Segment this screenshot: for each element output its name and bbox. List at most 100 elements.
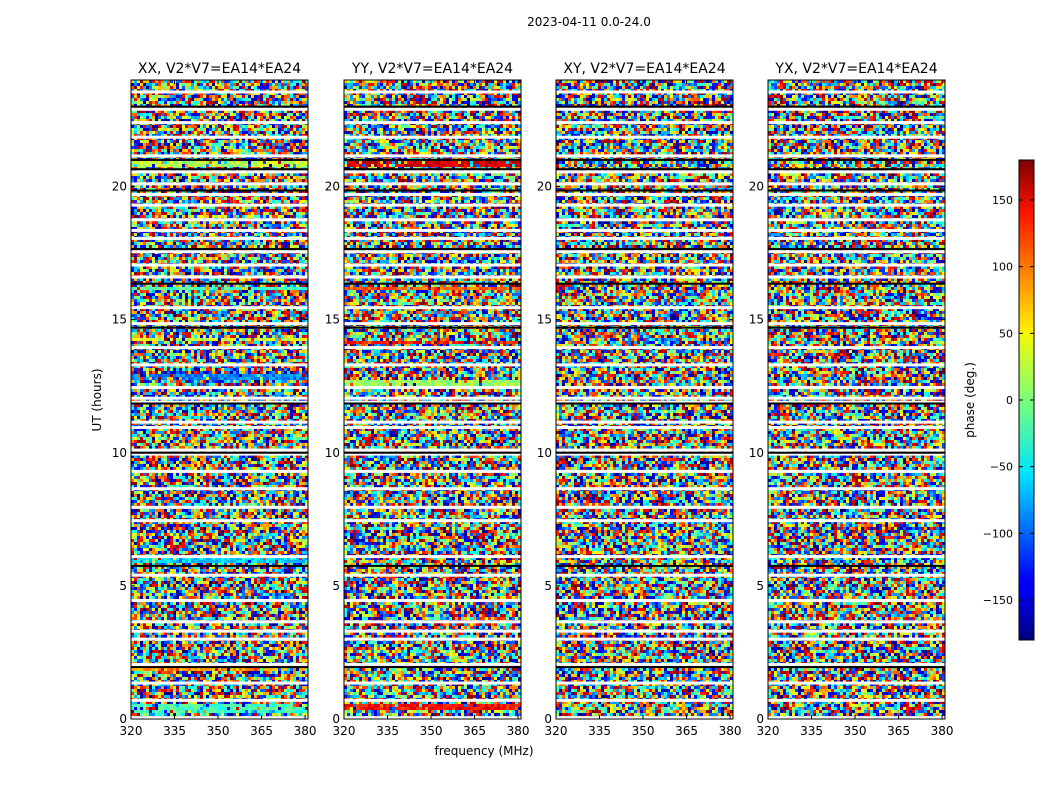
flag-gap bbox=[768, 154, 945, 157]
y-tick-label: 10 bbox=[325, 446, 340, 460]
x-tick-label: 365 bbox=[675, 724, 698, 738]
flag-gap bbox=[131, 519, 308, 522]
flag-gap bbox=[556, 363, 733, 366]
flag-line bbox=[344, 283, 521, 285]
flag-gap bbox=[344, 264, 521, 267]
panel-title: YY, V2*V7=EA14*EA24 bbox=[351, 61, 513, 77]
flag-gap bbox=[344, 397, 521, 400]
x-tick-label: 335 bbox=[800, 724, 823, 738]
flag-gap bbox=[768, 630, 945, 633]
flag-gap bbox=[344, 449, 521, 452]
flag-line bbox=[344, 666, 521, 668]
y-tick-label: 0 bbox=[119, 712, 127, 726]
colorbar-tick-label: −150 bbox=[983, 594, 1013, 607]
flag-line bbox=[131, 283, 308, 285]
flag-gap bbox=[344, 421, 521, 424]
x-tick-label: 320 bbox=[545, 724, 568, 738]
flag-gap bbox=[131, 449, 308, 452]
flag-gap bbox=[556, 620, 733, 623]
flag-gap bbox=[768, 397, 945, 400]
colorbar-tick-label: −50 bbox=[990, 461, 1013, 474]
y-tick-label: 15 bbox=[325, 313, 340, 327]
flag-gap bbox=[344, 386, 521, 389]
flag-gap bbox=[344, 306, 521, 309]
flag-line bbox=[556, 283, 733, 285]
flag-gap bbox=[344, 630, 521, 633]
y-tick-label: 15 bbox=[749, 313, 764, 327]
flag-gap bbox=[131, 470, 308, 473]
flag-line bbox=[131, 402, 308, 404]
flag-gap bbox=[556, 574, 733, 577]
flag-line bbox=[768, 248, 945, 250]
x-tick-label: 350 bbox=[420, 724, 443, 738]
flag-gap bbox=[344, 237, 521, 240]
flag-gap bbox=[131, 322, 308, 325]
y-tick-label: 15 bbox=[537, 313, 552, 327]
flag-gap bbox=[556, 421, 733, 424]
flag-gap bbox=[768, 218, 945, 221]
y-tick-label: 15 bbox=[112, 313, 127, 327]
y-tick-label: 5 bbox=[756, 579, 764, 593]
x-tick-label: 335 bbox=[376, 724, 399, 738]
y-tick-label: 10 bbox=[537, 446, 552, 460]
flag-gap bbox=[344, 620, 521, 623]
x-tick-label: 380 bbox=[507, 724, 530, 738]
flag-gap bbox=[768, 470, 945, 473]
y-tick-label: 0 bbox=[544, 712, 552, 726]
flag-gap bbox=[768, 121, 945, 124]
flag-gap bbox=[344, 322, 521, 325]
flag-line bbox=[768, 402, 945, 404]
flag-gap bbox=[768, 276, 945, 279]
flag-gap bbox=[556, 599, 733, 602]
colorbar-tick-label: 50 bbox=[999, 327, 1013, 340]
flag-gap bbox=[344, 470, 521, 473]
flag-line bbox=[768, 327, 945, 329]
flag-line bbox=[344, 452, 521, 454]
flag-gap bbox=[768, 426, 945, 429]
flag-gap bbox=[131, 421, 308, 424]
flag-gap bbox=[556, 229, 733, 232]
flag-line bbox=[344, 402, 521, 404]
flag-gap bbox=[768, 90, 945, 93]
flag-gap bbox=[344, 108, 521, 111]
flag-gap bbox=[131, 346, 308, 349]
y-tick-label: 20 bbox=[112, 180, 127, 194]
flag-line bbox=[556, 189, 733, 191]
flag-gap bbox=[344, 506, 521, 509]
x-tick-label: 335 bbox=[163, 724, 186, 738]
flag-line bbox=[768, 666, 945, 668]
flag-gap bbox=[556, 386, 733, 389]
flag-gap bbox=[344, 346, 521, 349]
flag-gap bbox=[344, 663, 521, 666]
flag-line bbox=[131, 327, 308, 329]
flag-gap bbox=[344, 229, 521, 232]
flag-gap bbox=[131, 506, 308, 509]
flag-gap bbox=[768, 193, 945, 196]
flag-gap bbox=[556, 470, 733, 473]
flag-gap bbox=[131, 663, 308, 666]
flag-line bbox=[131, 168, 308, 170]
flag-gap bbox=[556, 519, 733, 522]
flag-gap bbox=[131, 250, 308, 253]
flag-gap bbox=[131, 218, 308, 221]
x-axis-label: frequency (MHz) bbox=[434, 744, 533, 758]
flag-line bbox=[768, 106, 945, 108]
y-tick-label: 5 bbox=[332, 579, 340, 593]
colorbar-tick-label: −100 bbox=[983, 527, 1013, 540]
flag-gap bbox=[344, 154, 521, 157]
flag-gap bbox=[768, 363, 945, 366]
flag-gap bbox=[556, 449, 733, 452]
flag-gap bbox=[768, 421, 945, 424]
x-tick-label: 380 bbox=[931, 724, 954, 738]
flag-gap bbox=[344, 555, 521, 558]
colorbar-label: phase (deg.) bbox=[963, 362, 977, 438]
flag-gap bbox=[556, 108, 733, 111]
flag-gap bbox=[768, 506, 945, 509]
flag-gap bbox=[131, 237, 308, 240]
flag-gap bbox=[556, 682, 733, 685]
flag-gap bbox=[131, 397, 308, 400]
flag-gap bbox=[131, 193, 308, 196]
flag-gap bbox=[556, 250, 733, 253]
flag-gap bbox=[768, 322, 945, 325]
